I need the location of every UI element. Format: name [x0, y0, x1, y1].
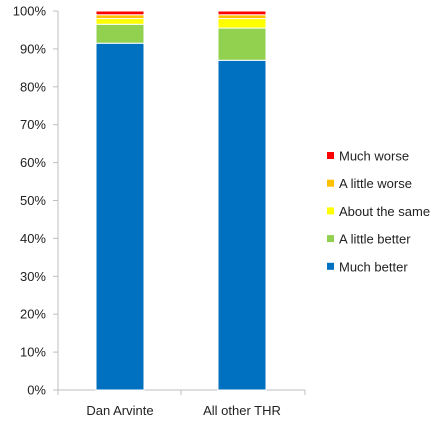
- legend-label: Much worse: [339, 149, 409, 164]
- y-tick-label: 60%: [20, 155, 46, 170]
- legend-swatch: [327, 179, 334, 187]
- legend-label: About the same: [339, 204, 430, 219]
- y-tick-label: 0%: [27, 383, 46, 398]
- x-tick-label: All other THR: [203, 403, 281, 418]
- y-tick-label: 80%: [20, 79, 46, 94]
- legend-label: A little better: [339, 232, 411, 247]
- y-tick-label: 30%: [20, 269, 46, 284]
- legend-swatch: [327, 152, 334, 159]
- bar-segment: [95, 42, 145, 391]
- y-tick-label: 70%: [20, 117, 46, 132]
- bar-segment: [95, 23, 145, 44]
- axes-layer: 0% 10% 20% 30% 40% 50% 60% 70% 80% 90% 100% Dan Arv…: [13, 4, 306, 418]
- y-tick-label: 90%: [20, 41, 46, 56]
- bar-segment: [217, 14, 267, 20]
- y-tick-label: 100%: [13, 4, 47, 19]
- bar-segment: [217, 18, 267, 29]
- legend-swatch: [327, 262, 334, 270]
- bar-segment: [95, 18, 145, 25]
- legend-swatch: [327, 235, 334, 243]
- legend: Much worse A little worse About the same A …: [327, 149, 430, 274]
- bar-segment: [217, 27, 267, 61]
- legend-swatch: [327, 207, 334, 215]
- bar-segment: [95, 14, 145, 20]
- legend-label: Much better: [339, 259, 408, 274]
- bar-segment: [95, 10, 145, 16]
- y-tick-label: 40%: [20, 231, 46, 246]
- y-tick-label: 50%: [20, 193, 46, 208]
- y-tick-label: 20%: [20, 307, 46, 322]
- legend-label: A little worse: [339, 176, 412, 191]
- bar-segment: [217, 59, 267, 391]
- y-tick-label: 10%: [20, 345, 46, 360]
- x-tick-label: Dan Arvinte: [86, 403, 153, 418]
- bar-segment: [217, 10, 267, 16]
- bars-layer: [95, 10, 267, 391]
